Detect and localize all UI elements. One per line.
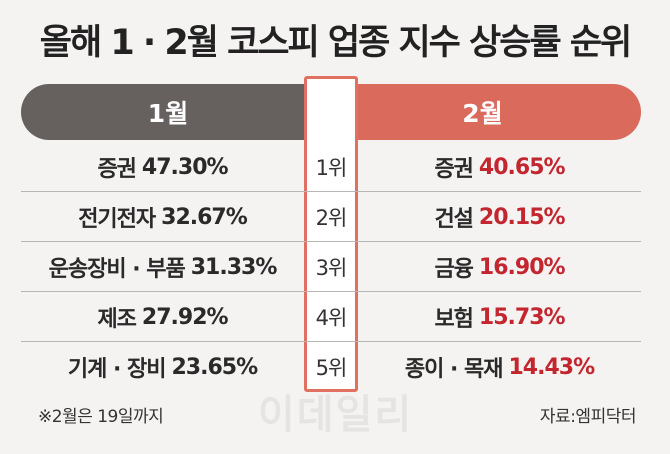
jan-cell: 기계 · 장비 23.65%	[21, 342, 304, 392]
watermark-logo: 이데일리	[258, 392, 414, 438]
row-divider	[21, 191, 641, 192]
feb-sector: 금융	[434, 257, 473, 282]
table-row: 전기전자 32.67% 2위 건설 20.15%	[0, 192, 670, 242]
footnote: ※2월은 19일까지	[38, 407, 164, 427]
feb-cell: 건설 20.15%	[358, 192, 641, 242]
rank-column-box	[304, 76, 358, 392]
jan-value: 27.92%	[141, 304, 229, 330]
jan-sector: 운송장비 · 부품	[48, 257, 186, 282]
jan-cell: 운송장비 · 부품 31.33%	[21, 242, 304, 292]
table-row: 기계 · 장비 23.65% 5위 종이 · 목재 14.43%	[0, 342, 670, 392]
feb-value: 16.90%	[478, 254, 566, 280]
jan-cell: 증권 47.30%	[21, 142, 304, 192]
row-divider	[21, 291, 641, 292]
rank-label: 2위	[315, 206, 348, 230]
ranking-table: 증권 47.30% 1위 증권 40.65% 전기전자 32.67% 2위 건설…	[0, 142, 670, 392]
jan-sector: 제조	[97, 307, 136, 332]
feb-sector: 증권	[434, 157, 473, 182]
feb-value: 40.65%	[478, 154, 566, 180]
feb-sector: 보험	[434, 307, 473, 332]
feb-cell: 증권 40.65%	[358, 142, 641, 192]
feb-cell: 보험 15.73%	[358, 292, 641, 342]
jan-sector: 증권	[97, 157, 136, 182]
jan-value: 23.65%	[171, 354, 259, 380]
feb-sector: 건설	[434, 207, 473, 232]
table-row: 운송장비 · 부품 31.33% 3위 금융 16.90%	[0, 242, 670, 292]
jan-cell: 제조 27.92%	[21, 292, 304, 342]
source-label: 자료:엠피닥터	[539, 407, 637, 427]
table-row: 증권 47.30% 1위 증권 40.65%	[0, 142, 670, 192]
jan-value: 47.30%	[141, 154, 229, 180]
feb-value: 14.43%	[508, 354, 596, 380]
chart-title: 올해 1 · 2월 코스피 업종 지수 상승률 순위	[39, 23, 632, 63]
rank-label: 3위	[315, 256, 348, 280]
header-january: 1월	[21, 84, 315, 140]
feb-sector: 종이 · 목재	[404, 357, 504, 382]
row-divider	[21, 241, 641, 242]
header-february: 2월	[324, 84, 641, 140]
feb-value: 20.15%	[478, 204, 566, 230]
table-row: 제조 27.92% 4위 보험 15.73%	[0, 292, 670, 342]
feb-cell: 종이 · 목재 14.43%	[358, 342, 641, 392]
jan-cell: 전기전자 32.67%	[21, 192, 304, 242]
row-divider	[21, 341, 641, 342]
rank-label: 1위	[315, 156, 348, 180]
jan-sector: 전기전자	[78, 207, 156, 232]
rank-label: 5위	[315, 356, 348, 380]
feb-cell: 금융 16.90%	[358, 242, 641, 292]
jan-value: 31.33%	[190, 254, 278, 280]
jan-value: 32.67%	[161, 204, 248, 230]
jan-sector: 기계 · 장비	[67, 357, 167, 382]
rank-label: 4위	[315, 306, 348, 330]
feb-value: 15.73%	[478, 304, 566, 330]
